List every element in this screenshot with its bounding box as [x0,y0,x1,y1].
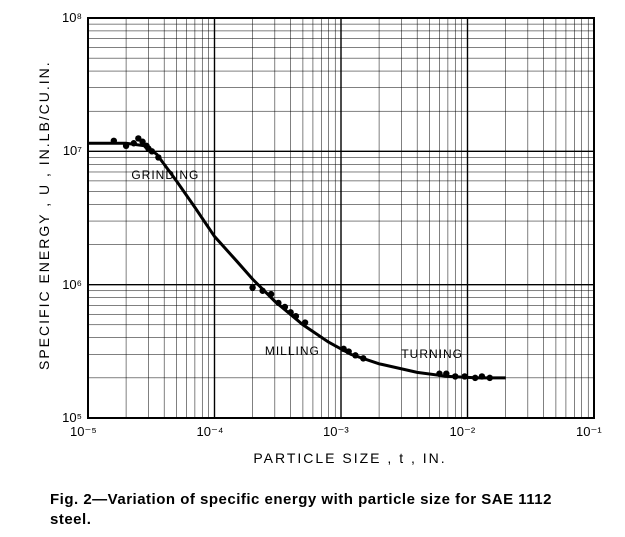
x-tick-label: 10⁻⁴ [197,424,224,440]
x-tick-label: 10⁻³ [323,424,349,440]
figure-caption: Fig. 2—Variation of specific energy with… [50,490,590,531]
y-tick-label: 10⁷ [63,143,82,158]
x-tick-label: 10⁻² [450,424,476,440]
y-tick-label: 10⁶ [62,277,82,292]
region-label: GRINDING [131,168,199,182]
region-label: MILLING [265,344,320,358]
region-label: TURNING [401,347,463,361]
figure-page: SPECIFIC ENERGY , U , IN.LB/CU.IN. PARTI… [0,0,625,537]
x-tick-label: 10⁻¹ [576,424,602,440]
y-axis-label: SPECIFIC ENERGY , U , IN.LB/CU.IN. [36,60,52,370]
x-axis-label: PARTICLE SIZE , t , IN. [190,450,510,466]
y-tick-label: 10⁵ [62,410,82,425]
y-tick-label: 10⁸ [62,10,82,25]
x-tick-label: 10⁻⁵ [70,424,97,440]
